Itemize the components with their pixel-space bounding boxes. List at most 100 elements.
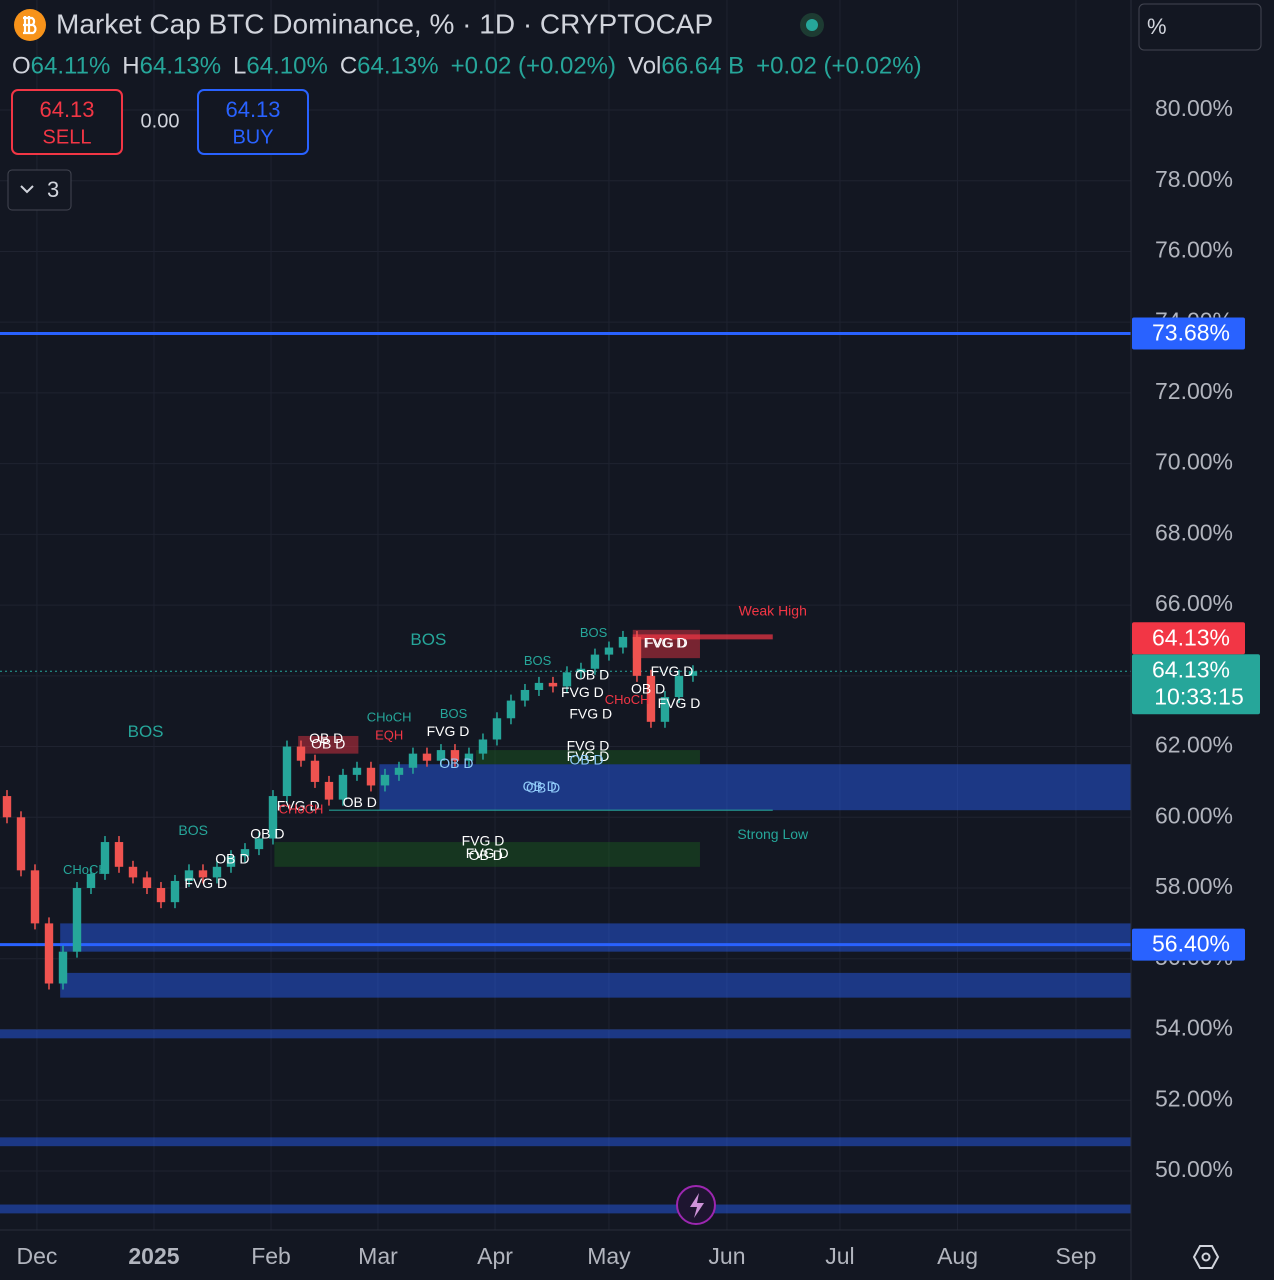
lightning-icon[interactable]: [690, 1193, 704, 1218]
candle-body: [380, 774, 390, 786]
candle-body: [646, 675, 656, 722]
price-tag: [1132, 928, 1245, 961]
annotation: OB D: [631, 681, 665, 697]
ohlc-value: 64.10%: [246, 52, 327, 79]
zone: [0, 1137, 1131, 1147]
annotation: BOS: [128, 722, 164, 741]
annotation: OB D: [439, 755, 473, 771]
last-price-label: 64.13%: [1152, 656, 1230, 682]
zone: [298, 735, 359, 754]
countdown: 10:33:15: [1154, 683, 1244, 709]
annotation: CHoCH: [605, 692, 650, 707]
candle-body: [212, 866, 222, 878]
status-dot: [806, 19, 818, 31]
chevron[interactable]: [20, 185, 34, 194]
candle-body: [86, 873, 96, 889]
candle-body: [2, 796, 12, 818]
candle-body: [324, 781, 334, 800]
scale-mode[interactable]: %: [1147, 14, 1167, 39]
annotation: OB D: [526, 780, 560, 796]
x-tick-label: Dec: [17, 1243, 58, 1269]
ohlc-key: C: [340, 52, 357, 79]
candle-body: [618, 636, 628, 648]
annotation: OB D: [215, 850, 249, 866]
buy-price[interactable]: 64.13: [225, 97, 280, 122]
settings-icon[interactable]: [1201, 1252, 1211, 1262]
candle-body: [394, 767, 404, 775]
candle-body: [338, 774, 348, 800]
ohlc-row: O 64.11% H 64.13% L 64.10% C 64.13% +0.02 (+0.02…: [12, 52, 922, 79]
annotation: FVG D: [427, 723, 470, 739]
sell-button[interactable]: [11, 89, 123, 155]
sell-price-label: 64.13%: [1152, 624, 1230, 650]
annotation: CHoCH: [279, 802, 324, 817]
y-tick-label: 70.00%: [1155, 449, 1233, 475]
candle-body: [58, 951, 68, 984]
candle-body: [72, 888, 82, 952]
zone: [274, 842, 700, 867]
candle-body: [44, 923, 54, 984]
ohlc-key: O: [12, 52, 31, 79]
sell-price-tag: [1132, 622, 1245, 655]
zone-label: FVG D: [466, 845, 509, 861]
annotation: BOS: [410, 630, 446, 649]
candle-body: [198, 870, 208, 878]
annotation: OB D: [469, 847, 503, 863]
candle-body: [16, 817, 26, 871]
annotation: OB D: [250, 826, 284, 842]
candle-body: [226, 856, 236, 867]
price-tag: [1132, 317, 1245, 350]
ohlc-value: 64.13%: [140, 52, 221, 79]
candle-body: [100, 842, 110, 874]
candle-body: [352, 767, 362, 775]
price-tag-label: 56.40%: [1152, 931, 1230, 957]
annotation: BOS: [440, 706, 468, 721]
y-tick-label: 54.00%: [1155, 1015, 1233, 1041]
annotation: OB D: [569, 751, 603, 767]
x-tick-label: Feb: [251, 1243, 291, 1269]
x-tick-label: Mar: [358, 1243, 398, 1269]
candle-body: [436, 750, 446, 761]
y-tick-label: 50.00%: [1155, 1156, 1233, 1182]
buy-label[interactable]: BUY: [232, 126, 273, 148]
candle-body: [660, 697, 670, 722]
annotation: CHoCH: [367, 710, 412, 725]
annotation: FVG D: [184, 875, 227, 891]
candle-body: [310, 760, 320, 782]
buy-button[interactable]: [197, 89, 309, 155]
candle-body: [296, 746, 306, 761]
y-tick-label: 68.00%: [1155, 519, 1233, 545]
zone-label: OB D: [523, 778, 557, 794]
scale-mode-box[interactable]: [1138, 3, 1262, 51]
annotation: FVG D: [658, 695, 701, 711]
candle-body: [506, 700, 516, 719]
candle-body: [114, 842, 124, 867]
zone: [60, 972, 1132, 998]
annotation: FVG D: [462, 833, 505, 849]
candle-body: [142, 877, 152, 889]
y-tick-label: 62.00%: [1155, 732, 1233, 758]
sell-label[interactable]: SELL: [43, 126, 92, 148]
ohlc-value: 64.13%: [357, 52, 438, 79]
strong-low-label: Strong Low: [737, 826, 809, 842]
y-tick-label: 80.00%: [1155, 95, 1233, 121]
x-tick-label: May: [587, 1243, 631, 1269]
symbol-title: Market Cap BTC Dominance, % · 1D · CRYPT…: [56, 8, 713, 39]
annotation: OB D: [309, 730, 343, 746]
candle-body: [30, 870, 40, 924]
x-tick-label: Sep: [1056, 1243, 1097, 1269]
annotation: FVG D: [569, 705, 612, 721]
indicators-toggle[interactable]: [7, 169, 72, 211]
price-tag-label: 73.68%: [1152, 320, 1230, 346]
zone-label: OB D: [311, 735, 345, 751]
candle-body: [604, 647, 614, 655]
y-tick-label: 72.00%: [1155, 378, 1233, 404]
candle-body: [576, 668, 586, 673]
y-tick-label: 58.00%: [1155, 873, 1233, 899]
candle-body: [184, 870, 194, 881]
sell-price[interactable]: 64.13: [39, 97, 94, 122]
indicators-count[interactable]: 3: [47, 177, 59, 202]
x-tick-label: Apr: [477, 1243, 513, 1269]
settings-icon[interactable]: [1192, 1245, 1220, 1269]
